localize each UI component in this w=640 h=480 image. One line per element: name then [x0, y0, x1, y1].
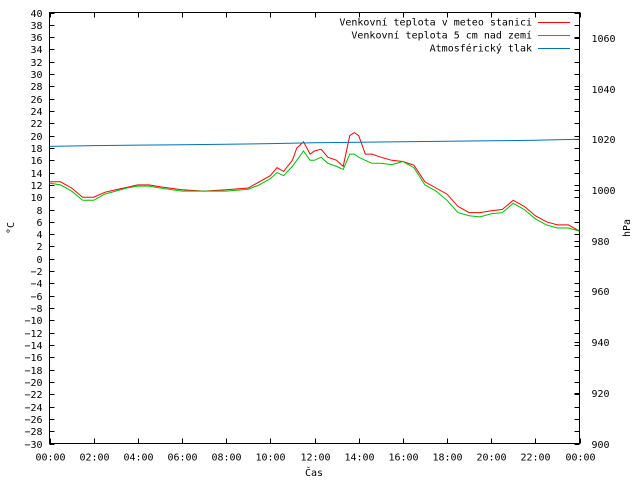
left-tick-label: 8 — [36, 206, 42, 217]
x-tick-label: 14:00 — [344, 453, 374, 464]
right-tick-label: 920 — [592, 389, 610, 400]
x-tick-label: 02:00 — [79, 453, 109, 464]
left-axis: −30−28−26−24−22−20−18−16−14−12−10−8−6−4−… — [24, 9, 580, 451]
series-line-pressure — [49, 138, 580, 147]
x-axis-label: Čas — [305, 466, 323, 479]
left-tick-label: 22 — [30, 119, 42, 130]
left-tick-label: 30 — [30, 70, 42, 81]
left-tick-label: 2 — [36, 242, 42, 253]
right-axis: 900 920 940 960 980 1000 1020 1040 1060 — [574, 34, 616, 451]
left-tick-label: −12 — [24, 329, 42, 340]
x-tick-label: 18:00 — [432, 453, 462, 464]
left-tick-label: 14 — [30, 169, 42, 180]
legend-label: Venkovní teplota 5 cm nad zemí — [351, 30, 532, 42]
left-tick-label: −2 — [30, 267, 42, 278]
left-tick-label: 6 — [36, 218, 42, 229]
x-axis: 00:00 02:00 04:00 06:00 08:00 10:00 12:00 14:00… — [35, 12, 596, 464]
right-tick-label: 960 — [592, 287, 610, 298]
plot-area-border — [49, 12, 580, 444]
left-tick-label: 4 — [36, 230, 42, 241]
left-tick-label: −6 — [30, 292, 42, 303]
legend-label: Venkovní teplota v meteo stanici — [339, 17, 532, 29]
y-axis-left-label: °C — [6, 222, 17, 234]
legend: Venkovní teplota v meteo staniciVenkovní… — [339, 17, 570, 55]
series-line-station-temperature — [49, 131, 580, 232]
left-tick-label: 16 — [30, 156, 42, 167]
x-tick-label: 16:00 — [388, 453, 418, 464]
left-tick-label: 32 — [30, 58, 42, 69]
left-tick-label: 26 — [30, 95, 42, 106]
left-tick-label: 38 — [30, 21, 42, 32]
left-tick-label: 18 — [30, 144, 42, 155]
legend-label: Atmosférický tlak — [430, 43, 532, 55]
right-tick-label: 900 — [592, 440, 610, 451]
x-tick-label: 12:00 — [300, 453, 330, 464]
x-tick-label: 00:00 — [565, 453, 595, 464]
left-tick-label: −30 — [24, 440, 42, 451]
left-tick-label: −24 — [24, 403, 42, 414]
left-tick-label: −10 — [24, 316, 42, 327]
left-tick-label: −28 — [24, 427, 42, 438]
left-tick-label: −4 — [30, 279, 42, 290]
right-tick-label: 940 — [592, 338, 610, 349]
right-tick-label: 1020 — [592, 135, 616, 146]
x-tick-label: 06:00 — [167, 453, 197, 464]
x-tick-label: 00:00 — [35, 453, 65, 464]
left-tick-label: 12 — [30, 181, 42, 192]
left-tick-label: 20 — [30, 132, 42, 143]
left-tick-label: 28 — [30, 82, 42, 93]
right-tick-label: 980 — [592, 237, 610, 248]
right-tick-label: 1000 — [592, 186, 616, 197]
series-line-ground-temperature — [49, 150, 580, 232]
left-tick-label: −22 — [24, 390, 42, 401]
left-tick-label: −26 — [24, 415, 42, 426]
left-tick-label: 24 — [30, 107, 42, 118]
x-tick-label: 10:00 — [255, 453, 285, 464]
left-tick-label: −14 — [24, 341, 42, 352]
x-tick-label: 08:00 — [211, 453, 241, 464]
left-tick-label: 40 — [30, 9, 42, 20]
right-tick-label: 1040 — [592, 85, 616, 96]
y-axis-right-label: hPa — [622, 219, 633, 237]
right-tick-label: 1060 — [592, 34, 616, 45]
series-layer — [49, 131, 580, 232]
left-tick-label: 36 — [30, 33, 42, 44]
x-tick-label: 04:00 — [123, 453, 153, 464]
left-tick-label: −20 — [24, 378, 42, 389]
left-tick-label: −16 — [24, 353, 42, 364]
left-tick-label: 34 — [30, 45, 42, 56]
left-tick-label: 0 — [36, 255, 42, 266]
left-tick-label: −18 — [24, 366, 42, 377]
x-tick-label: 22:00 — [520, 453, 550, 464]
left-tick-label: 10 — [30, 193, 42, 204]
x-tick-label: 20:00 — [476, 453, 506, 464]
left-tick-label: −8 — [30, 304, 42, 315]
